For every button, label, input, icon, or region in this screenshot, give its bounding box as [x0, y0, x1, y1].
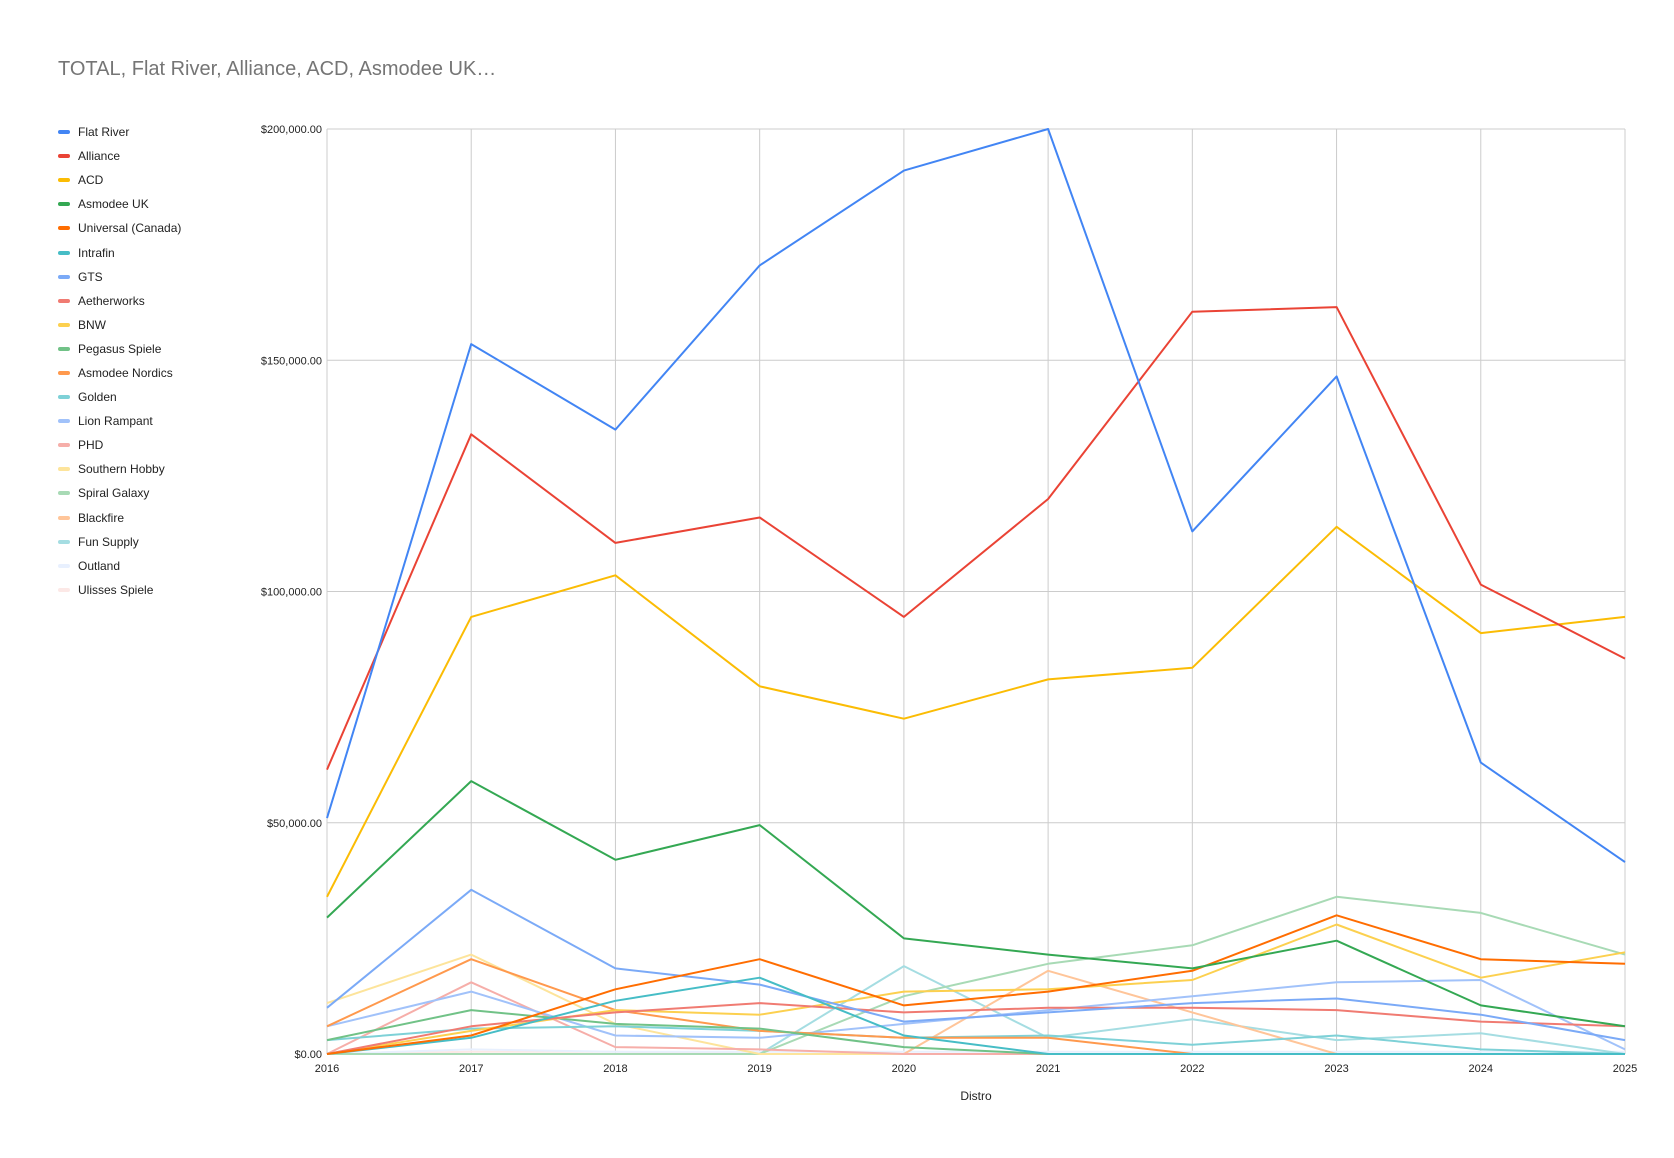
legend-item[interactable]: Pegasus Spiele — [58, 337, 181, 361]
legend-swatch — [58, 467, 70, 472]
x-tick-label: 2022 — [1180, 1063, 1204, 1075]
legend-swatch — [58, 322, 70, 327]
legend-label: ACD — [78, 173, 104, 188]
x-tick-label: 2025 — [1613, 1063, 1637, 1075]
series-lines — [326, 128, 1626, 1055]
legend-label: Fun Supply — [78, 534, 139, 549]
legend-item[interactable]: PHD — [58, 433, 181, 457]
legend-swatch — [58, 515, 70, 520]
legend-label: Southern Hobby — [78, 462, 165, 477]
legend-item[interactable]: Universal (Canada) — [58, 216, 181, 240]
legend-item[interactable]: Intrafin — [58, 240, 181, 264]
legend-item[interactable]: GTS — [58, 265, 181, 289]
x-tick-label: 2016 — [315, 1063, 339, 1075]
series-line-alliance[interactable] — [326, 306, 1626, 770]
series-line-universal-canada[interactable] — [326, 914, 1626, 1055]
legend-swatch — [58, 178, 70, 183]
legend-label: PHD — [78, 438, 104, 453]
x-tick-label: 2017 — [459, 1063, 483, 1075]
legend-item[interactable]: Southern Hobby — [58, 457, 181, 481]
legend-item[interactable]: Asmodee UK — [58, 192, 181, 216]
y-tick-label: $200,000.00 — [261, 124, 322, 136]
legend-item[interactable]: Spiral Galaxy — [58, 481, 181, 505]
legend-item[interactable]: Flat River — [58, 120, 181, 144]
legend-label: Spiral Galaxy — [78, 486, 150, 501]
legend: Flat River Alliance ACD Asmodee UK Universal… — [58, 120, 181, 602]
series-line-acd[interactable] — [326, 525, 1626, 898]
legend-item[interactable]: Ulisses Spiele — [58, 578, 181, 602]
legend-swatch — [58, 395, 70, 400]
x-tick-label: 2020 — [892, 1063, 916, 1075]
legend-swatch — [58, 226, 70, 231]
series-line-spiral-galaxy[interactable] — [327, 895, 1626, 1055]
legend-swatch — [58, 587, 70, 592]
y-tick-label: $0.00 — [294, 1049, 322, 1061]
legend-label: Universal (Canada) — [78, 221, 182, 236]
legend-item[interactable]: Outland — [58, 554, 181, 578]
series-line-golden[interactable] — [326, 1025, 1626, 1055]
x-axis-title: Distro — [960, 1089, 992, 1103]
legend-item[interactable]: Blackfire — [58, 506, 181, 530]
grid-lines — [326, 128, 1626, 1055]
chart-title: TOTAL, Flat River, Alliance, ACD, Asmode… — [58, 58, 497, 80]
series-line-flat-river[interactable] — [326, 128, 1626, 863]
legend-label: Flat River — [78, 125, 130, 140]
y-axis-tick-labels: $0.00 $50,000.00 $100,000.00 $150,000.00 $20… — [261, 124, 322, 1061]
x-tick-label: 2019 — [747, 1063, 771, 1075]
legend-label: Outland — [78, 558, 121, 573]
x-tick-label: 2023 — [1324, 1063, 1348, 1075]
legend-swatch — [58, 202, 70, 207]
legend-swatch — [58, 298, 70, 303]
legend-item[interactable]: Fun Supply — [58, 530, 181, 554]
y-tick-label: $50,000.00 — [267, 818, 322, 830]
x-tick-label: 2021 — [1036, 1063, 1060, 1075]
legend-label: Golden — [78, 390, 117, 405]
legend-label: Asmodee UK — [78, 197, 149, 212]
legend-swatch — [58, 563, 70, 568]
legend-label: GTS — [78, 269, 103, 284]
legend-swatch — [58, 443, 70, 448]
legend-swatch — [58, 346, 70, 351]
legend-item[interactable]: Alliance — [58, 144, 181, 168]
series-line-outland[interactable] — [326, 1048, 1625, 1055]
legend-swatch — [58, 250, 70, 255]
legend-label: Alliance — [78, 149, 121, 164]
series-line-asmodee-uk[interactable] — [326, 780, 1626, 1028]
legend-item[interactable]: Asmodee Nordics — [58, 361, 181, 385]
legend-label: BNW — [78, 317, 106, 332]
y-tick-label: $100,000.00 — [261, 587, 322, 599]
legend-swatch — [58, 154, 70, 159]
legend-item[interactable]: ACD — [58, 168, 181, 192]
legend-swatch — [58, 539, 70, 544]
legend-label: Aetherworks — [78, 293, 145, 308]
x-tick-label: 2018 — [603, 1063, 627, 1075]
legend-swatch — [58, 370, 70, 375]
legend-label: Asmodee Nordics — [78, 365, 173, 380]
legend-item[interactable]: Golden — [58, 385, 181, 409]
legend-swatch — [58, 419, 70, 424]
legend-swatch — [58, 130, 70, 135]
y-tick-label: $150,000.00 — [261, 355, 322, 367]
legend-label: Ulisses Spiele — [78, 582, 154, 597]
legend-label: Lion Rampant — [78, 414, 153, 429]
legend-swatch — [58, 274, 70, 279]
series-line-intrafin[interactable] — [326, 976, 1625, 1055]
legend-label: Intrafin — [78, 245, 115, 260]
legend-item[interactable]: Aetherworks — [58, 289, 181, 313]
legend-item[interactable]: BNW — [58, 313, 181, 337]
series-line-bnw[interactable] — [326, 923, 1626, 1055]
legend-label: Pegasus Spiele — [78, 341, 162, 356]
x-axis-tick-labels: 2016 2017 2018 2019 2020 2021 2022 2023 2024 2025 — [315, 1063, 1637, 1075]
series-line-gts[interactable] — [326, 888, 1626, 1042]
legend-item[interactable]: Lion Rampant — [58, 409, 181, 433]
x-tick-label: 2024 — [1469, 1063, 1493, 1075]
legend-label: Blackfire — [78, 510, 125, 525]
legend-swatch — [58, 491, 70, 496]
